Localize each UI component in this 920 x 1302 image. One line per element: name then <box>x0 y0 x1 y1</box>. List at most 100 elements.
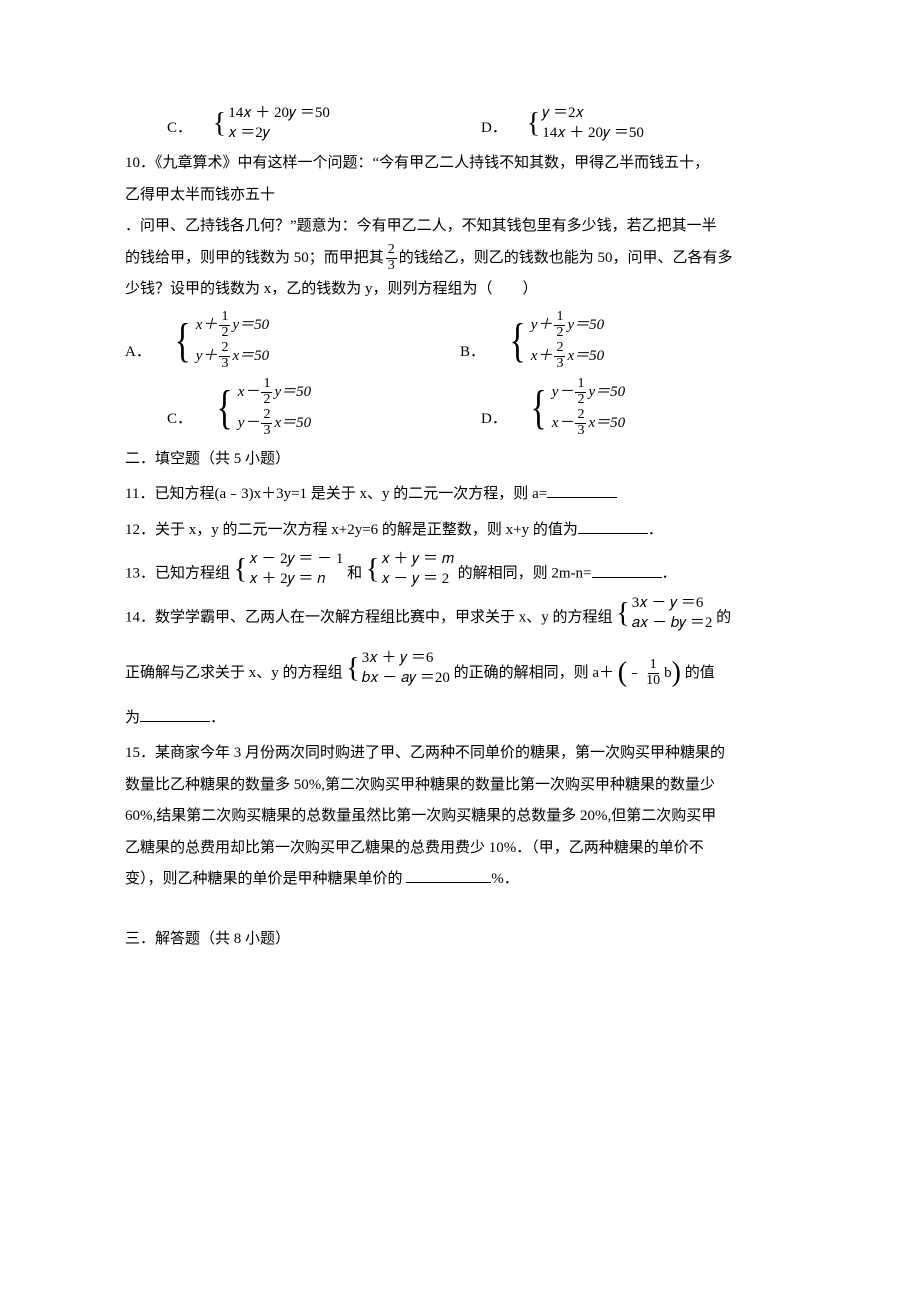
equation-line: x－12y＝50 <box>238 377 311 409</box>
brace-icon: { <box>346 655 359 683</box>
q10-options-row-1: A． { x＋12y＝50 y＋23x＝50 B． { y＋12y＝50 x＋2… <box>125 310 795 373</box>
question-tail: ． <box>648 522 663 538</box>
brace-icon: { <box>527 110 540 138</box>
brace-icon: { <box>174 317 190 365</box>
question-line: 15．某商家今年 3 月份两次同时购进了甲、乙两种不同单价的糖果，第一次购买甲种… <box>125 738 795 770</box>
section-heading-3: 三．解答题（共 8 小题） <box>125 924 795 956</box>
q14: 14．数学学霸甲、乙两人在一次解方程组比赛中，甲求关于 x、y 的方程组 { 3… <box>125 594 795 734</box>
question-text: 和 <box>347 566 366 582</box>
equation-line: x＋23x＝50 <box>531 341 604 373</box>
question-line: 数量比乙种糖果的数量多 50%,第二次购买甲种糖果的数量比第一次购买甲种糖果的数… <box>125 770 795 802</box>
question-text: 的值 <box>685 665 715 681</box>
question-number: 12． <box>125 522 155 538</box>
equation-system: { x＋12y＝50 y＋23x＝50 <box>171 310 269 373</box>
brace-icon: { <box>234 556 247 584</box>
equation-line: 14𝑥 ＋ 20𝑦 ＝50 <box>228 104 330 124</box>
option-label: C． <box>167 404 209 436</box>
question-tail: ． <box>210 710 225 726</box>
equation-line: y＋12y＝50 <box>531 310 604 342</box>
equation-system: { 3𝑥 － 𝑦 ＝6 𝑎𝑥 － 𝑏𝑦 ＝2 <box>616 594 712 633</box>
question-line: 少钱？设甲的钱数为 x，乙的钱数为 y，则列方程组为（ ） <box>125 274 795 306</box>
equation-line: 𝑥 － 2𝑦 ＝ － 1 <box>249 550 343 570</box>
brace-icon: { <box>509 317 525 365</box>
equation-line: 𝑦 ＝2𝑥 <box>542 104 644 124</box>
q10-option-a: A． { x＋12y＝50 y＋23x＝50 <box>125 310 460 373</box>
paren-expr: ( <box>618 657 627 688</box>
option-label: A． <box>125 337 167 369</box>
question-text: 为 <box>125 710 140 726</box>
equation-line: x－23x＝50 <box>552 408 625 440</box>
q9-option-c: C． { 14𝑥 ＋ 20𝑦 ＝50 𝑥 ＝2𝑦 <box>125 104 481 144</box>
expr-post: b <box>664 665 672 681</box>
question-tail: %． <box>491 871 519 887</box>
equation-line: 𝑥 ＝2𝑦 <box>228 124 330 144</box>
question-text: 的钱给甲，则甲的钱数为 50；而甲把其 <box>125 250 384 266</box>
equation-system: { 𝑥 － 2𝑦 ＝ － 1 𝑥 ＋ 2𝑦 ＝ 𝑛 <box>234 550 344 589</box>
equation-line: 𝑏𝑥 － 𝑎𝑦 ＝20 <box>362 669 450 689</box>
q10-option-b: B． { y＋12y＝50 x＋23x＝50 <box>460 310 795 373</box>
equation-line: 14𝑥 ＋ 20𝑦 ＝50 <box>542 124 644 144</box>
question-text: 的 <box>716 610 731 626</box>
q9-option-d: D． { 𝑦 ＝2𝑥 14𝑥 ＋ 20𝑦 ＝50 <box>481 104 795 144</box>
equation-system: { 𝑥 ＋ 𝑦 ＝ 𝑚 𝑥 － 𝑦 ＝ 2 <box>366 550 454 589</box>
question-line: 10．《九章算术》中有这样一个问题：“今有甲乙二人持钱不知其数，甲得乙半而钱五十… <box>125 148 795 180</box>
expr-pre: ﹣ <box>627 665 642 681</box>
equation-line: 3𝑥 ＋ 𝑦 ＝6 <box>362 649 450 669</box>
q15: 15．某商家今年 3 月份两次同时购进了甲、乙两种不同单价的糖果，第一次购买甲种… <box>125 738 795 896</box>
question-number: 15． <box>125 745 155 761</box>
fraction-den: 10 <box>644 674 662 689</box>
q13: 13．已知方程组 { 𝑥 － 2𝑦 ＝ － 1 𝑥 ＋ 2𝑦 ＝ 𝑛 和 { 𝑥… <box>125 550 795 590</box>
fraction-num: 1 <box>648 658 659 674</box>
option-label: B． <box>460 337 502 369</box>
question-text: 已知方程组 <box>155 566 234 582</box>
option-label: C． <box>167 113 209 145</box>
question-line: 乙得甲太半而钱亦五十 <box>125 180 795 212</box>
equation-line: y－12y＝50 <box>552 377 625 409</box>
equation-system: { 𝑦 ＝2𝑥 14𝑥 ＋ 20𝑦 ＝50 <box>527 104 644 143</box>
equation-system: { y＋12y＝50 x＋23x＝50 <box>506 310 604 373</box>
paren-expr: ) <box>672 657 681 688</box>
question-text: 的解相同，则 2m-n= <box>458 566 592 582</box>
equation-line: y－23x＝50 <box>238 408 311 440</box>
q10-option-d: D． { y－12y＝50 x－23x＝50 <box>481 377 795 440</box>
equation-line: 𝑥 ＋ 𝑦 ＝ 𝑚 <box>381 550 454 570</box>
question-text: 的钱给乙，则乙的钱数也能为 50，问甲、乙各有多 <box>399 250 733 266</box>
question-text: 关于 x，y 的二元一次方程 x+2y=6 的解是正整数，则 x+y 的值为 <box>155 522 578 538</box>
brace-icon: { <box>616 600 629 628</box>
question-text: 正确解与乙求关于 x、y 的方程组 <box>125 665 346 681</box>
question-line: 变），则乙种糖果的单价是甲种糖果单价的 %． <box>125 864 795 896</box>
q12: 12．关于 x，y 的二元一次方程 x+2y=6 的解是正整数，则 x+y 的值… <box>125 515 795 547</box>
question-text: 《九章算术》中有这样一个问题：“今有甲乙二人持钱不知其数，甲得乙半而钱五十， <box>155 155 709 171</box>
question-number: 14． <box>125 610 155 626</box>
question-tail: ． <box>662 566 677 582</box>
question-number: 11． <box>125 486 154 502</box>
equation-line: y＋23x＝50 <box>196 341 269 373</box>
question-text: 某商家今年 3 月份两次同时购进了甲、乙两种不同单价的糖果，第一次购买甲种糖果的 <box>155 745 725 761</box>
equation-system: { 3𝑥 ＋ 𝑦 ＝6 𝑏𝑥 － 𝑎𝑦 ＝20 <box>346 649 450 688</box>
option-label: D． <box>481 404 523 436</box>
question-line: 正确解与乙求关于 x、y 的方程组 { 3𝑥 ＋ 𝑦 ＝6 𝑏𝑥 － 𝑎𝑦 ＝2… <box>125 644 795 703</box>
fill-blank <box>406 868 491 883</box>
question-text: 数学学霸甲、乙两人在一次解方程组比赛中，甲求关于 x、y 的方程组 <box>155 610 616 626</box>
question-line: ．问甲、乙持钱各几何？”题意为：今有甲乙二人，不知其钱包里有多少钱，若乙把其一半 <box>125 211 795 243</box>
q10: 10．《九章算术》中有这样一个问题：“今有甲乙二人持钱不知其数，甲得乙半而钱五十… <box>125 148 795 306</box>
question-text: 已知方程(a﹣3)x＋3y=1 是关于 x、y 的二元一次方程，则 a= <box>154 486 547 502</box>
fraction-num: 2 <box>386 243 397 259</box>
question-line: 60%,结果第二次购买糖果的总数量虽然比第一次购买糖果的总数量多 20%,但第二… <box>125 801 795 833</box>
document-page: C． { 14𝑥 ＋ 20𝑦 ＝50 𝑥 ＝2𝑦 D． { 𝑦 ＝2𝑥 14𝑥 … <box>0 0 920 1302</box>
question-number: 10． <box>125 155 155 171</box>
equation-system: { 14𝑥 ＋ 20𝑦 ＝50 𝑥 ＝2𝑦 <box>213 104 330 143</box>
q11: 11．已知方程(a﹣3)x＋3y=1 是关于 x、y 的二元一次方程，则 a= <box>125 479 795 511</box>
fill-blank <box>578 518 648 533</box>
fill-blank <box>547 483 617 498</box>
question-text: 变），则乙种糖果的单价是甲种糖果单价的 <box>125 871 406 887</box>
q9-options-row: C． { 14𝑥 ＋ 20𝑦 ＝50 𝑥 ＝2𝑦 D． { 𝑦 ＝2𝑥 14𝑥 … <box>125 104 795 144</box>
section-heading-2: 二．填空题（共 5 小题） <box>125 444 795 476</box>
brace-icon: { <box>530 384 546 432</box>
equation-line: 𝑥 － 𝑦 ＝ 2 <box>381 570 454 590</box>
question-text: 的正确的解相同，则 a＋ <box>454 665 614 681</box>
question-line: 14．数学学霸甲、乙两人在一次解方程组比赛中，甲求关于 x、y 的方程组 { 3… <box>125 594 795 634</box>
equation-system: { x－12y＝50 y－23x＝50 <box>213 377 311 440</box>
fraction: 110 <box>644 658 662 688</box>
brace-icon: { <box>216 384 232 432</box>
